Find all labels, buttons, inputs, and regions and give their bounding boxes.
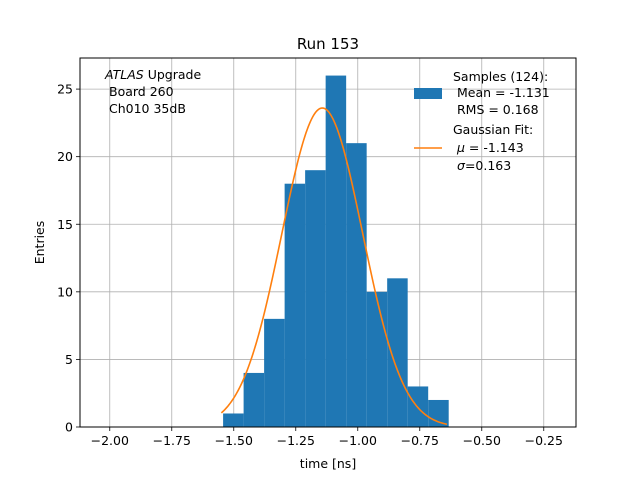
x-tick-label: −1.25 <box>277 433 315 448</box>
histogram-bar <box>284 183 306 427</box>
x-axis-ticks: −2.00 −1.75 −1.50 −1.25 −1.00 −0.75 −0.50 −0.25 <box>91 427 563 448</box>
histogram-bar <box>346 143 367 427</box>
x-tick-label: −0.25 <box>525 433 563 448</box>
x-tick-label: −0.75 <box>401 433 439 448</box>
annotation-experiment: ATLAS Upgrade <box>104 67 201 82</box>
histogram-bar <box>325 75 347 428</box>
legend-mu-symbol: μ <box>456 140 465 155</box>
histogram-bar <box>264 318 285 427</box>
legend-samples-swatch <box>414 88 442 99</box>
x-tick-label: −1.75 <box>153 433 191 448</box>
y-tick-label: 10 <box>57 284 73 299</box>
legend-mu-value: = -1.143 <box>465 140 524 155</box>
annotation-board: Board 260 <box>109 84 174 99</box>
annotation-channel: Ch010 35dB <box>109 101 186 116</box>
y-tick-label: 5 <box>65 352 73 367</box>
legend-sigma-value: =0.163 <box>465 158 511 173</box>
y-axis-label: Entries <box>32 221 47 265</box>
y-axis-ticks: 0 5 10 15 20 25 <box>57 82 80 435</box>
legend-fit-sigma: σ=0.163 <box>457 158 511 173</box>
legend-fit-mu: μ = -1.143 <box>456 140 524 155</box>
x-tick-label: −1.50 <box>215 433 253 448</box>
legend-samples-mean: Mean = -1.131 <box>453 85 550 100</box>
legend-sigma-symbol: σ <box>457 158 466 173</box>
histogram-bar <box>305 170 326 427</box>
legend: Samples (124): Mean = -1.131 RMS = 0.168… <box>414 69 550 173</box>
histogram-bar <box>387 278 408 427</box>
axes-frame <box>79 57 577 428</box>
gaussian-fit-curve <box>220 107 448 426</box>
x-tick-label: −2.00 <box>91 433 129 448</box>
legend-samples-rms: RMS = 0.168 <box>453 102 539 117</box>
histogram-bars <box>223 75 449 428</box>
legend-fit-title: Gaussian Fit: <box>453 122 533 137</box>
chart-title: Run 153 <box>297 35 359 53</box>
histogram-bar <box>428 399 449 427</box>
x-axis-label: time [ns] <box>300 456 356 471</box>
x-tick-label: −1.00 <box>339 433 377 448</box>
y-tick-label: 20 <box>57 149 73 164</box>
y-tick-label: 0 <box>65 420 73 435</box>
histogram-bar <box>223 413 244 427</box>
legend-samples-title: Samples (124): <box>453 69 548 84</box>
annotation-upgrade: Upgrade <box>144 67 202 82</box>
x-tick-label: −0.50 <box>463 433 501 448</box>
y-tick-label: 15 <box>57 217 73 232</box>
annotation-box: ATLAS Upgrade Board 260 Ch010 35dB <box>104 67 201 116</box>
annotation-atlas: ATLAS <box>104 67 144 82</box>
histogram-bar <box>366 291 388 427</box>
y-tick-label: 25 <box>57 82 73 97</box>
histogram-bar <box>243 372 265 427</box>
